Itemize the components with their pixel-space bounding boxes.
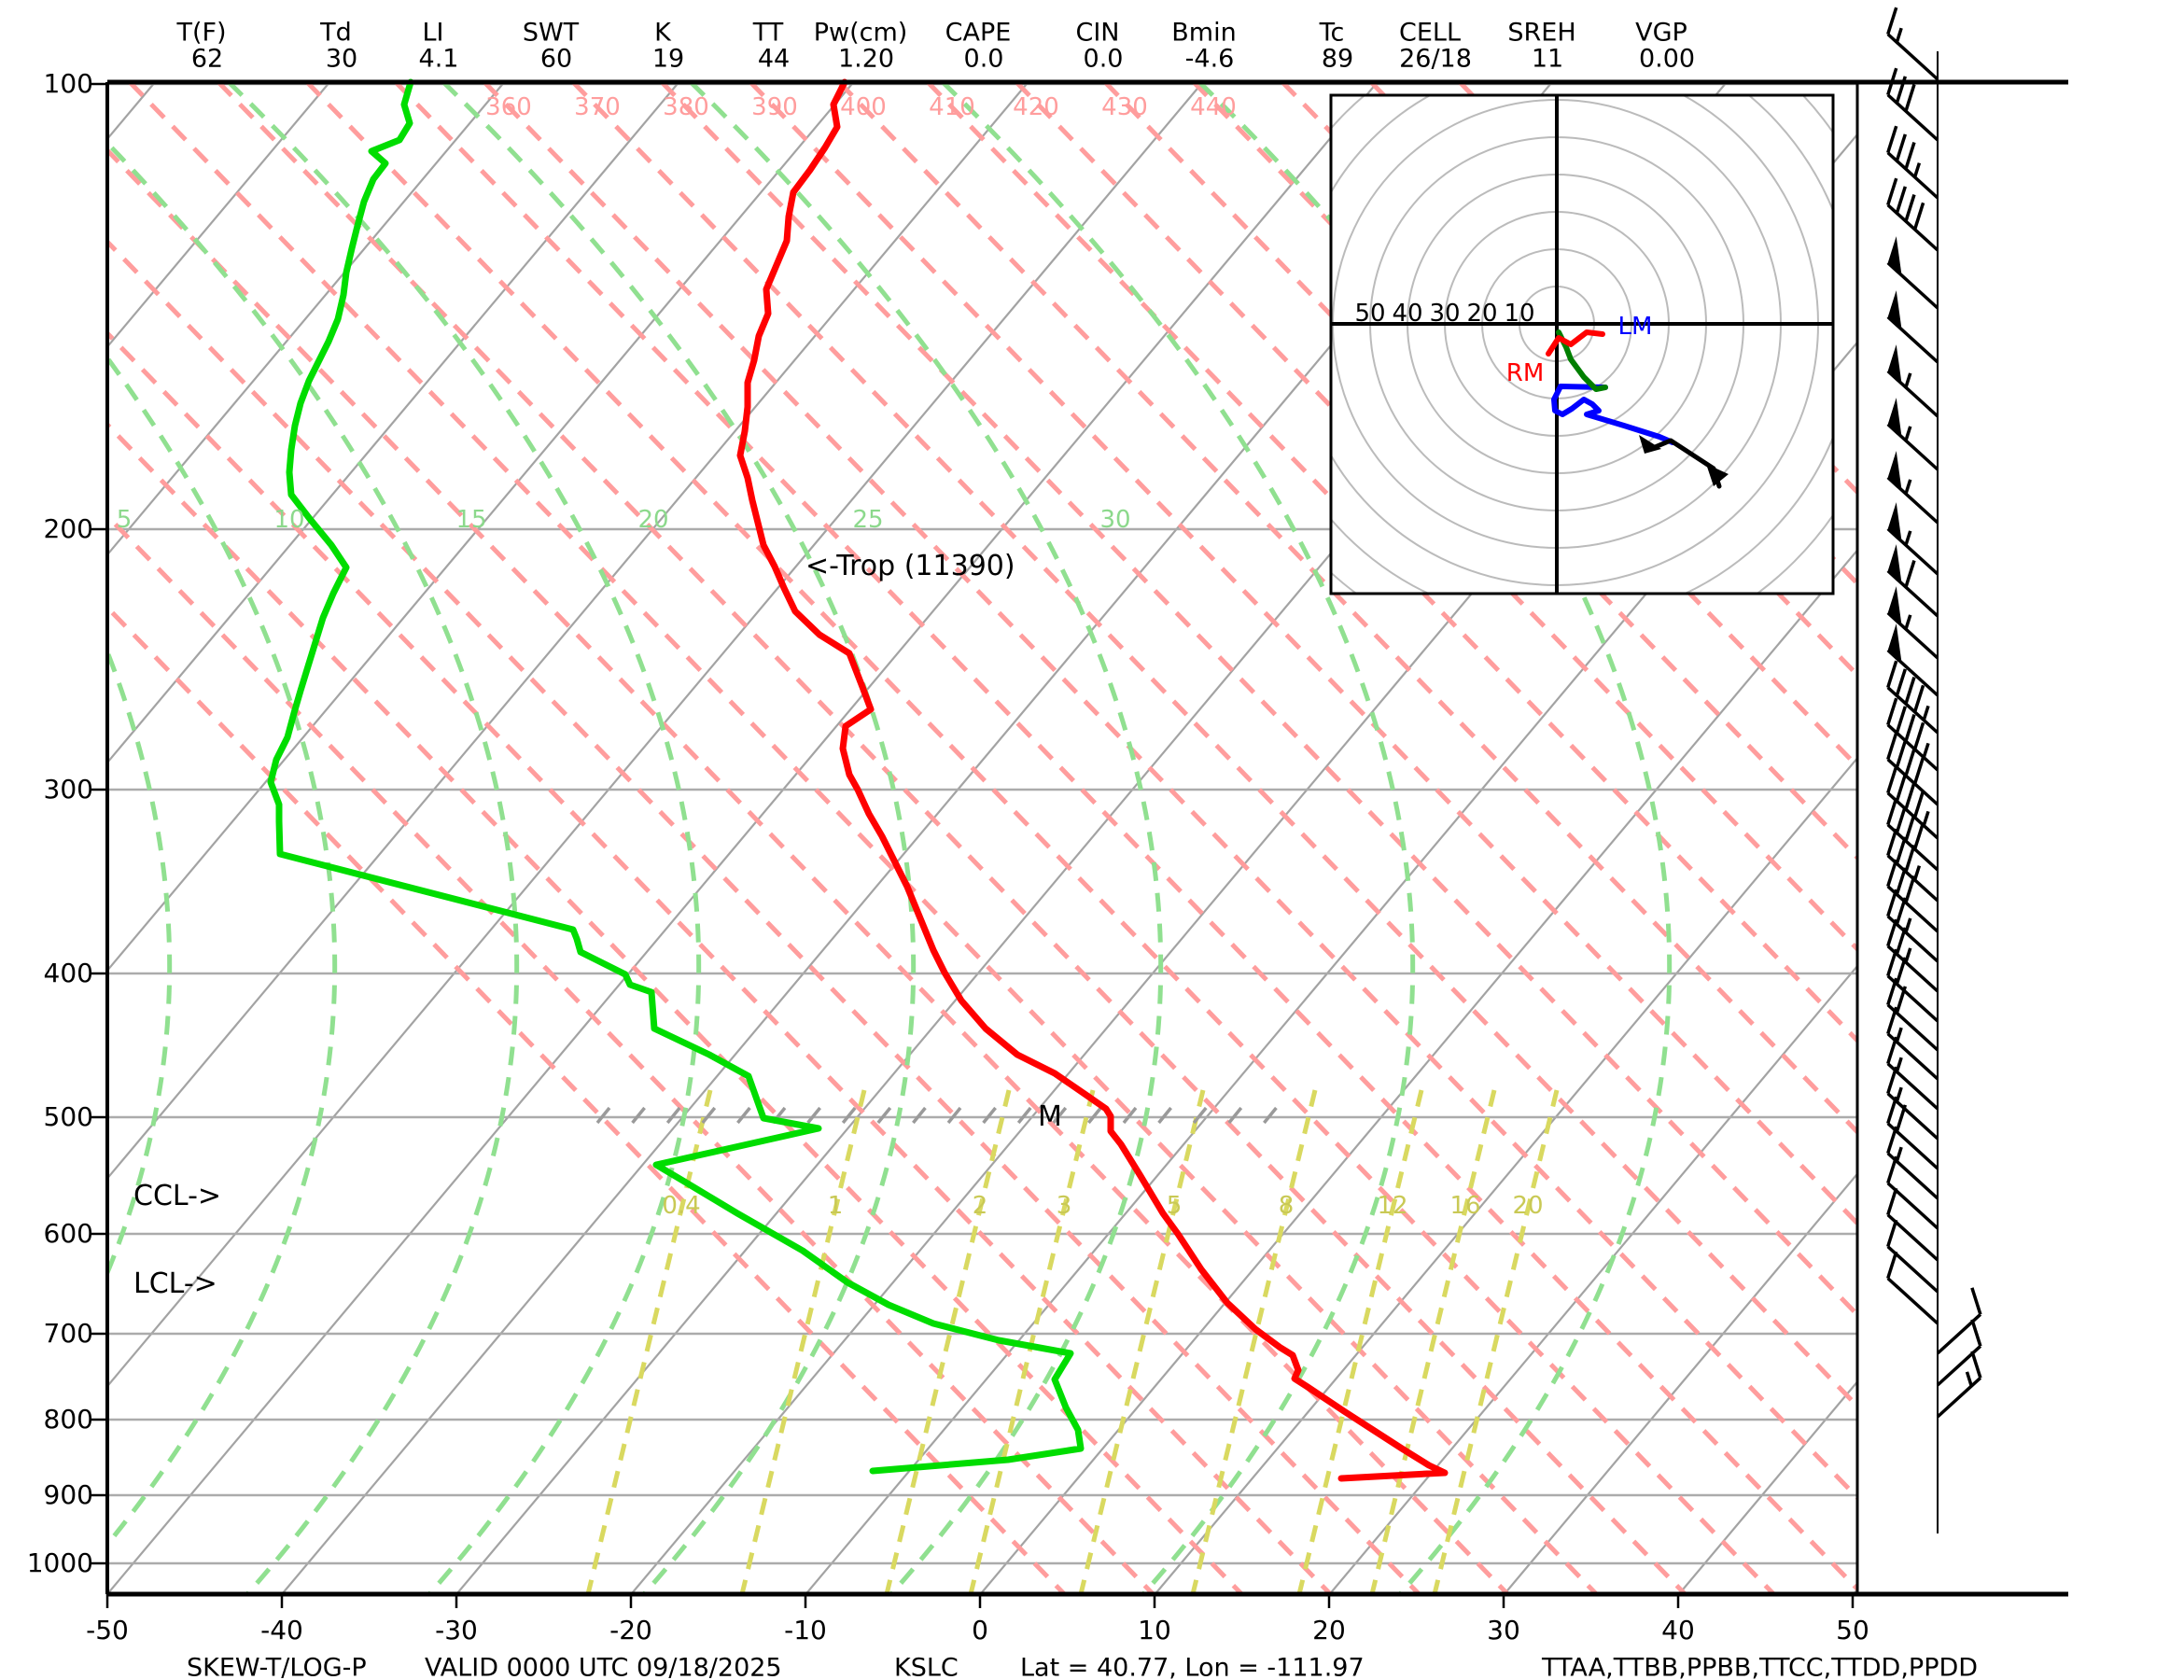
tropopause-label: <-Trop (11390) [805, 550, 1015, 582]
moist-adiabat-label-5: 5 [116, 506, 133, 534]
header-index-label-Pw(cm): Pw(cm) [813, 18, 908, 48]
hodograph-right-mover-label: RM [1505, 359, 1545, 387]
header-index-value-Pw(cm): 1.20 [837, 44, 895, 74]
header-index-value-Td: 30 [325, 44, 358, 74]
dry-adiabat-label-440: 440 [1190, 93, 1237, 121]
hodograph-ring-label-20: 20 [1466, 300, 1498, 328]
header-index-label-Tc: Tc [1319, 18, 1345, 48]
mixing-ratio-label-3: 3 [1056, 1192, 1072, 1220]
header-index-value-Tc: 89 [1321, 44, 1354, 74]
footer-station-id: KSLC [894, 1653, 959, 1680]
lcl-label: LCL-> [133, 1267, 217, 1300]
header-index-value-CELL: 26/18 [1399, 44, 1472, 74]
hodograph-ring-label-40: 40 [1392, 300, 1423, 328]
header-index-label-CIN: CIN [1075, 18, 1120, 48]
header-index-label-K: K [654, 18, 671, 48]
moist-adiabat-label-30: 30 [1099, 506, 1131, 534]
hodograph-ring-label-50: 50 [1354, 300, 1386, 328]
moist-adiabat-label-25: 25 [852, 506, 884, 534]
header-index-label-Bmin: Bmin [1171, 18, 1237, 48]
moist-adiabat-label-15: 15 [455, 506, 487, 534]
header-index-value-CAPE: 0.0 [963, 44, 1004, 74]
hodograph-ring-label-30: 30 [1429, 300, 1461, 328]
header-index-value-TT: 44 [757, 44, 791, 74]
mixing-ratio-label-1: 1 [827, 1192, 844, 1220]
temp-axis-label--30: -30 [435, 1615, 478, 1645]
pressure-axis-label-900: 900 [43, 1479, 93, 1510]
header-index-label-CELL: CELL [1399, 18, 1461, 48]
hodograph-left-mover-label: LM [1617, 313, 1653, 341]
pressure-axis-label-1000: 1000 [26, 1547, 93, 1578]
hodograph-ring-label-10: 10 [1504, 300, 1535, 328]
plot-frame [91, 79, 2068, 1608]
dry-adiabat-label-380: 380 [663, 93, 709, 121]
temp-axis-label-40: 40 [1661, 1615, 1695, 1645]
mixing-ratio-label-20: 20 [1512, 1192, 1544, 1220]
pressure-axis-label-800: 800 [43, 1404, 93, 1435]
header-index-label-SREH: SREH [1507, 18, 1576, 48]
header-index-value-VGP: 0.00 [1638, 44, 1696, 74]
temp-axis-label-30: 30 [1487, 1615, 1520, 1645]
header-index-value-SWT: 60 [539, 44, 573, 74]
dry-adiabat-label-390: 390 [751, 93, 798, 121]
mixing-ratio-label-16: 16 [1449, 1192, 1481, 1220]
hodograph-inset [1329, 93, 1835, 595]
header-index-label-LI: LI [422, 18, 444, 48]
m-level-marker: M [1038, 1100, 1062, 1133]
header-index-value-LI: 4.1 [418, 44, 459, 74]
temp-axis-label-0: 0 [972, 1615, 988, 1645]
footer-message-codes: TTAA,TTBB,PPBB,TTCC,TTDD,PPDD [1542, 1653, 1979, 1680]
dry-adiabat-label-360: 360 [485, 93, 532, 121]
temp-axis-label-50: 50 [1836, 1615, 1869, 1645]
dry-adiabat-label-420: 420 [1013, 93, 1059, 121]
pressure-axis-label-400: 400 [43, 958, 93, 988]
header-index-label-Td: Td [320, 18, 352, 48]
header-index-value-SREH: 11 [1531, 44, 1564, 74]
mixing-ratio-label-0.4: 0.4 [662, 1192, 701, 1220]
header-index-value-T(F): 62 [190, 44, 224, 74]
pressure-axis-label-600: 600 [43, 1218, 93, 1249]
mixing-ratio-label-2: 2 [972, 1192, 988, 1220]
pressure-axis-label-500: 500 [43, 1101, 93, 1132]
dry-adiabat-label-370: 370 [574, 93, 621, 121]
header-index-value-Bmin: -4.6 [1184, 44, 1235, 74]
mixing-ratio-label-5: 5 [1166, 1192, 1183, 1220]
temp-axis-label-10: 10 [1138, 1615, 1171, 1645]
dry-adiabat-label-400: 400 [840, 93, 887, 121]
pressure-axis-label-100: 100 [43, 68, 93, 99]
moist-adiabat-label-20: 20 [637, 506, 669, 534]
header-index-label-VGP: VGP [1635, 18, 1687, 48]
header-index-label-SWT: SWT [522, 18, 580, 48]
dry-adiabat-label-430: 430 [1101, 93, 1148, 121]
pressure-axis-label-300: 300 [43, 774, 93, 805]
mixing-ratio-label-8: 8 [1278, 1192, 1295, 1220]
temp-axis-label--40: -40 [260, 1615, 303, 1645]
mixing-ratio-label-12: 12 [1377, 1192, 1408, 1220]
temp-axis-label--50: -50 [86, 1615, 129, 1645]
dry-adiabat-label-410: 410 [929, 93, 975, 121]
footer-chart-title: SKEW-T/LOG-P [187, 1653, 367, 1680]
sounding-traces [267, 78, 1449, 1482]
header-index-label-TT: TT [752, 18, 784, 48]
header-index-value-CIN: 0.0 [1083, 44, 1124, 74]
header-index-label-CAPE: CAPE [945, 18, 1012, 48]
footer-lat-lon: Lat = 40.77, Lon = -111.97 [1020, 1653, 1365, 1680]
header-index-label-T(F): T(F) [176, 18, 227, 48]
temp-axis-label--20: -20 [609, 1615, 652, 1645]
header-index-value-K: 19 [651, 44, 685, 74]
footer-valid-time: VALID 0000 UTC 09/18/2025 [425, 1653, 782, 1680]
ccl-label: CCL-> [133, 1180, 222, 1212]
temp-axis-label--10: -10 [784, 1615, 827, 1645]
temp-axis-label-20: 20 [1312, 1615, 1346, 1645]
moist-adiabat-label-10: 10 [273, 506, 305, 534]
pressure-axis-label-700: 700 [43, 1318, 93, 1349]
wind-barb-column [1886, 7, 1982, 1533]
pressure-axis-label-200: 200 [43, 513, 93, 544]
